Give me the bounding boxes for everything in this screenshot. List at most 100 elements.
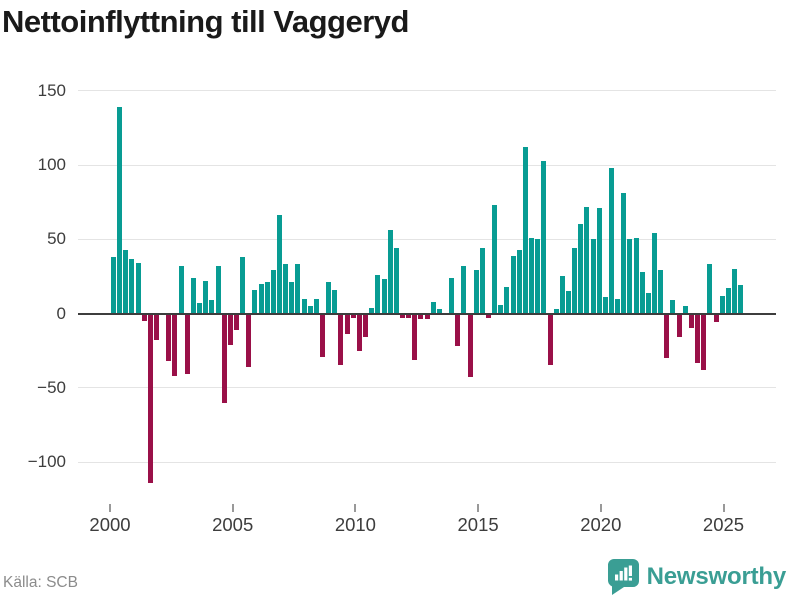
bar-2013-Q2 <box>436 309 442 314</box>
bar-2007-Q4 <box>301 298 307 314</box>
bar-2024-Q4 <box>719 295 725 314</box>
bar-2009-Q2 <box>338 313 344 366</box>
y-axis-label: 100 <box>37 155 66 174</box>
bar-2017-Q1 <box>529 237 535 314</box>
bar-2008-Q3 <box>320 313 326 357</box>
gridline-150 <box>78 90 776 92</box>
bar-2003-Q4 <box>203 280 209 314</box>
gridline-50 <box>78 238 776 240</box>
bar-2016-Q1 <box>504 286 510 314</box>
bar-2022-Q1 <box>652 233 658 314</box>
bar-2025-Q1 <box>725 288 731 314</box>
bar-2000-Q2 <box>117 107 123 314</box>
bar-2017-Q4 <box>547 313 553 366</box>
bar-2018-Q3 <box>565 291 571 314</box>
x-axis-label-2010: 2010 <box>334 514 376 535</box>
bar-2022-Q2 <box>658 270 664 314</box>
bar-2003-Q2 <box>190 277 196 314</box>
y-axis-label: −100 <box>27 452 66 471</box>
bar-2004-Q4 <box>227 313 233 345</box>
bar-2001-Q1 <box>135 263 141 314</box>
bar-2024-Q1 <box>701 313 707 370</box>
bar-2023-Q3 <box>688 313 694 329</box>
bar-2007-Q3 <box>295 264 301 314</box>
bar-2016-Q4 <box>522 147 528 314</box>
bar-2024-Q2 <box>707 264 713 314</box>
y-axis-label: 150 <box>37 80 66 100</box>
bar-2003-Q3 <box>197 303 203 314</box>
bar-2018-Q4 <box>572 248 578 314</box>
bar-2021-Q3 <box>639 271 645 314</box>
bar-2025-Q3 <box>738 285 744 314</box>
bar-2001-Q4 <box>154 313 160 341</box>
bar-2002-Q2 <box>166 313 172 362</box>
bar-2008-Q4 <box>326 282 332 314</box>
bar-2023-Q2 <box>682 306 688 314</box>
y-axis-label: −50 <box>37 377 66 397</box>
bar-2024-Q3 <box>713 313 719 323</box>
bar-2004-Q2 <box>215 265 221 314</box>
bar-2009-Q3 <box>344 313 350 335</box>
bar-2002-Q3 <box>172 313 178 376</box>
newsworthy-brand: Newsworthy <box>607 558 786 596</box>
bar-2002-Q4 <box>178 265 184 314</box>
newsworthy-speech-bubble-bar-chart-icon <box>607 559 639 595</box>
bar-2021-Q4 <box>645 292 651 314</box>
bar-2015-Q3 <box>492 205 498 314</box>
bar-2019-Q1 <box>578 224 584 314</box>
gridline--100 <box>78 461 776 463</box>
bar-2021-Q2 <box>633 237 639 314</box>
x-axis-label-2000: 2000 <box>89 514 131 535</box>
bar-2022-Q4 <box>670 300 676 314</box>
bar-2025-Q2 <box>731 268 737 314</box>
bar-2017-Q2 <box>535 239 541 314</box>
bar-2000-Q1 <box>111 257 116 314</box>
bar-2006-Q1 <box>258 283 264 314</box>
bar-2011-Q3 <box>393 248 399 314</box>
bar-2017-Q3 <box>541 160 547 314</box>
bar-2009-Q1 <box>332 289 338 314</box>
bar-2012-Q2 <box>412 313 418 360</box>
bar-2018-Q1 <box>553 309 559 314</box>
bar-2012-Q1 <box>406 313 412 318</box>
chart-title: Nettoinflyttning till Vaggeryd <box>2 4 409 39</box>
bar-2008-Q1 <box>307 306 313 314</box>
bar-2012-Q3 <box>418 313 424 320</box>
bar-2010-Q1 <box>356 313 362 351</box>
bar-2019-Q3 <box>590 239 596 314</box>
y-axis-label: 50 <box>47 229 66 249</box>
bar-2001-Q2 <box>141 313 147 321</box>
bar-2012-Q4 <box>424 313 430 320</box>
bar-2021-Q1 <box>627 239 633 314</box>
bar-2020-Q2 <box>608 167 614 314</box>
bar-2010-Q4 <box>375 274 381 314</box>
bar-2023-Q4 <box>695 313 701 363</box>
x-axis-tick-2020 <box>599 504 602 512</box>
bar-2006-Q3 <box>270 270 276 314</box>
x-axis-tick-2000 <box>109 504 111 512</box>
brand-name: Newsworthy <box>646 563 787 590</box>
bar-2015-Q4 <box>498 304 504 314</box>
bar-2000-Q3 <box>123 249 129 314</box>
bar-2014-Q1 <box>455 313 461 347</box>
bar-2018-Q2 <box>559 276 565 314</box>
bar-2004-Q3 <box>221 313 227 403</box>
bar-2010-Q2 <box>363 313 369 338</box>
bar-2015-Q1 <box>479 248 485 314</box>
bar-2005-Q3 <box>246 313 252 367</box>
bar-2023-Q1 <box>676 313 682 338</box>
bar-2016-Q3 <box>516 249 522 314</box>
bar-2015-Q2 <box>486 313 492 318</box>
bar-2006-Q2 <box>264 282 270 314</box>
x-axis-tick-2010 <box>354 504 357 512</box>
bar-2014-Q2 <box>461 265 467 314</box>
bar-2022-Q3 <box>664 313 670 359</box>
gridline--50 <box>78 387 776 389</box>
y-axis-label: 0 <box>56 303 66 323</box>
x-axis-label-2025: 2025 <box>702 514 745 535</box>
bar-2014-Q3 <box>467 313 473 378</box>
x-axis-tick-2025 <box>722 504 725 512</box>
x-axis-tick-2005 <box>231 504 234 512</box>
bar-2005-Q2 <box>240 257 246 314</box>
